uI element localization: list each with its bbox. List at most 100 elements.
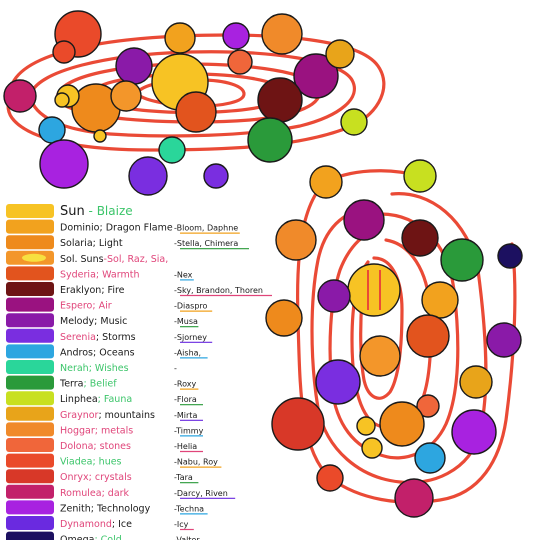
fairy-names: -Tara [174,473,193,482]
planet-name: Espero [60,301,93,312]
color-swatch [6,406,54,421]
fairy-names: -Techna [174,504,204,513]
planet [261,13,303,55]
legend-row: Melody; Music -Musa [6,313,199,328]
color-swatch [6,313,54,328]
planet [379,401,425,447]
bottom-planets [265,159,523,518]
planet-domain: ; Wishes [89,363,129,374]
legend-row: Espero; Air -Diaspro [6,297,213,312]
legend-label: Romulea; dark [60,488,130,499]
planet [309,165,343,199]
planet [164,22,196,54]
planet [271,397,325,451]
color-swatch [6,469,54,484]
planet [440,238,484,282]
color-swatch [6,453,54,468]
planet-name: Syderia [60,269,96,280]
planet [39,139,89,189]
planet [158,136,186,164]
planet-domain: ; Ice [112,519,132,530]
legend-label: Dominio; Dragon Flame [60,223,173,234]
planet-domain: -Sol, Raz, Sia, [104,254,169,265]
legend-label: Sol. Suns-Sol, Raz, Sia, [60,254,168,265]
legend-row: Onryx; crystals -Tara [6,469,199,484]
legend-label: Serenia; Storms [60,332,136,343]
planet-name: Zenith [60,503,91,514]
legend-row: Zenith; Technology -Techna [6,500,208,515]
legend-row: Hoggar; metals -Timmy [6,422,204,437]
legend-label: Syderia; Warmth [60,269,139,280]
planet-name: Nerah [60,363,89,374]
planet [203,163,229,189]
color-swatch [6,219,54,234]
planet [451,409,497,455]
color-swatch [6,422,54,437]
planet [93,129,107,143]
planet [317,279,351,313]
planet-name: Onryx [60,472,89,483]
planet [227,49,253,75]
planet-name: Dynamond [60,519,112,530]
planet-domain: ; Oceans [93,347,135,358]
planet [403,159,437,193]
legend-row: Dominio; Dragon Flame -Bloom, Daphne [6,219,240,234]
sun-alias: - Blaize [85,204,133,218]
planet-domain: ; mountains [98,410,155,421]
legend-label: Melody; Music [60,316,127,327]
color-swatch [6,204,54,218]
planet-domain: ; Light [93,238,123,249]
legend-label: Eraklyon; Fire [60,285,125,296]
legend-label: Hoggar; metals [60,425,133,436]
fairy-names: -Mirta [174,411,197,420]
color-swatch [6,391,54,406]
top-planets [3,10,368,196]
legend-row: Romulea; dark -Darcy, Riven [6,484,236,499]
fairy-names: -Timmy [174,426,204,435]
planet-domain: ; Music [94,316,127,327]
fairy-names: -Bloom, Daphne [174,224,238,233]
fairy-names: -Sjorney [174,333,207,342]
planet-domain: ; dark [102,488,130,499]
planet [340,108,368,136]
color-swatch [6,344,54,359]
legend-row: Dolona; stones -Helia [6,438,203,453]
planet-domain: ; Storms [96,332,136,343]
fairy-names: -Flora [174,395,197,404]
legend-label: Viadea; hues [60,457,122,468]
planet-name: Graynor [60,410,99,421]
legend-row: Viadea; hues -Nabu, Roy [6,453,222,468]
orbit-path [295,176,517,504]
planet [293,53,339,99]
fairy-names: -Icy [174,520,189,529]
planet [265,299,303,337]
fairy-names: - [174,364,177,373]
planet-name: Sol. Suns [60,254,104,265]
color-swatch [6,266,54,281]
legend-row: Linphea; Fauna -Flora [6,391,203,406]
fairy-names: -Diaspro [174,302,208,311]
planet-name: Omega [60,535,94,540]
fairy-names: -Nabu, Roy [174,458,218,467]
legend-label: Linphea; Fauna [60,394,132,405]
planet-domain: ; stones [93,441,131,452]
fairy-names: -Musa [174,317,198,326]
legend-row: Graynor; mountains -Mirta [6,406,203,421]
planet-domain: ; Fire [101,285,124,296]
planet-domain: ; Air [92,301,111,312]
planet [222,22,250,50]
planet [128,156,168,196]
planet [315,359,361,405]
fairy-names: -Darcy, Riven [174,489,228,498]
legend-row: Omega; Cold -Valtor [6,531,200,540]
planet-name: Viadea [60,457,92,468]
color-swatch [6,531,54,540]
legend-row: Syderia; Warmth -Nex [6,266,194,281]
legend-label: Nerah; Wishes [60,363,129,374]
legend-label: Sun - Blaize [60,204,133,219]
planet [316,464,344,492]
planet-name: Solaria [60,238,93,249]
planet-domain: ; metals [95,425,134,436]
